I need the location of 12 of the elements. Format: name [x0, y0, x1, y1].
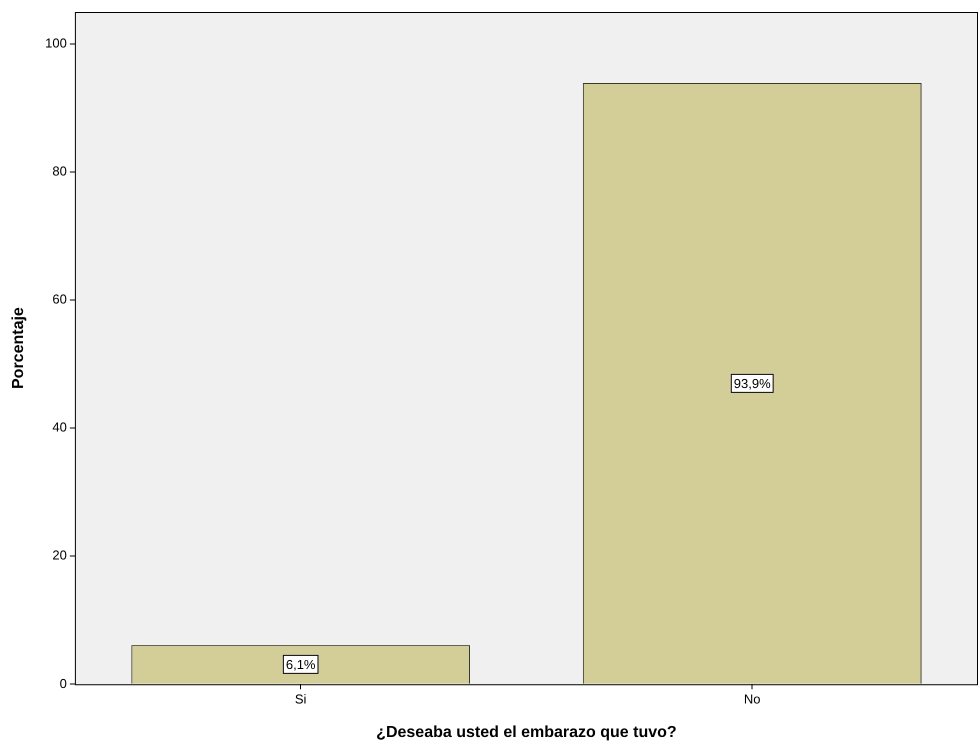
- data-label: 6,1%: [286, 657, 316, 672]
- y-axis-title: Porcentaje: [10, 307, 28, 390]
- x-tick-label: Si: [294, 692, 307, 707]
- y-tick-label: 40: [52, 420, 67, 435]
- y-tick-label: 20: [52, 548, 67, 563]
- x-tick-label: No: [744, 692, 761, 707]
- x-axis-title: ¿Deseaba usted el embarazo que tuvo?: [376, 724, 677, 741]
- y-tick-label: 60: [52, 292, 67, 307]
- y-tick-label: 0: [60, 676, 67, 691]
- y-tick-label: 80: [52, 164, 67, 179]
- y-tick-label: 100: [45, 36, 67, 51]
- data-label: 93,9%: [734, 376, 772, 391]
